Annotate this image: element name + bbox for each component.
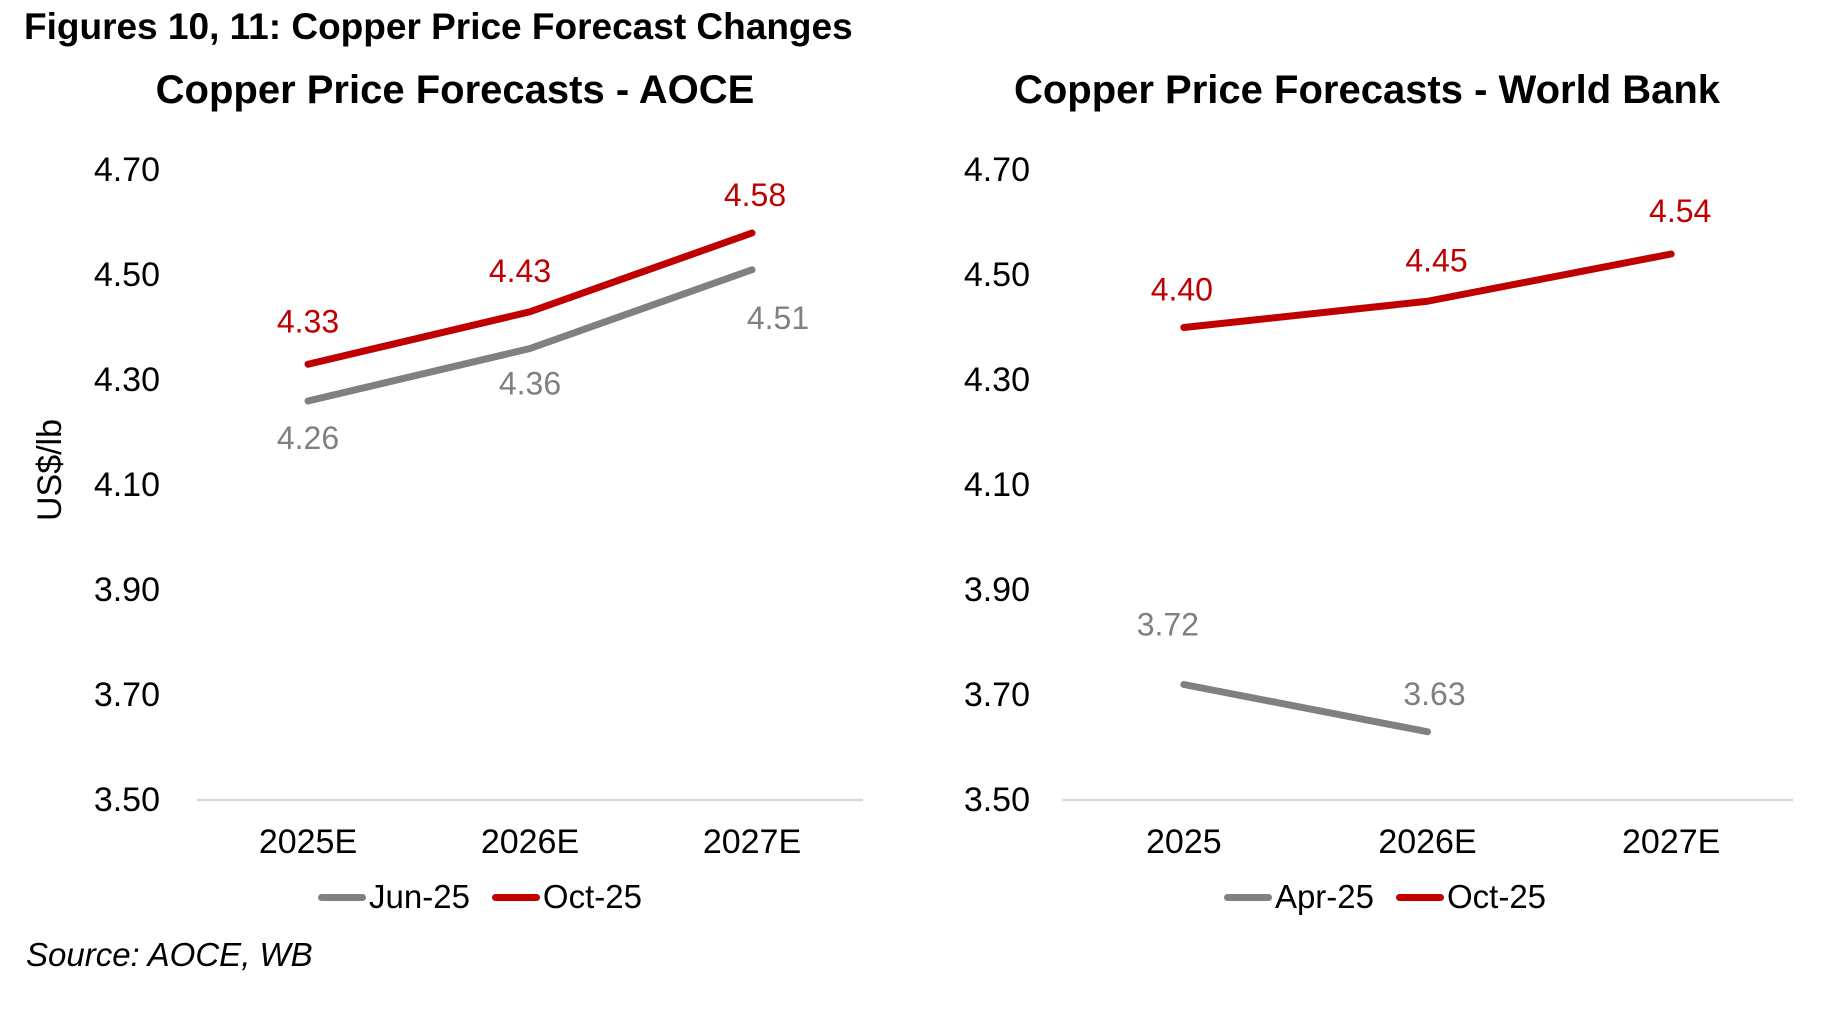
y-tick-label: 3.50 — [964, 781, 1030, 819]
legend-item-oct25: Oct-25 — [491, 878, 642, 916]
y-tick-label: 4.50 — [964, 256, 1030, 294]
figure-title: Figures 10, 11: Copper Price Forecast Ch… — [24, 6, 853, 47]
x-category-label: 2027E — [703, 823, 801, 861]
data-label: 4.58 — [724, 177, 786, 213]
y-tick-label: 4.10 — [94, 466, 160, 504]
x-category-label: 2026E — [1378, 823, 1476, 861]
legend-line-swatch-red — [491, 893, 540, 901]
data-label: 4.26 — [277, 420, 339, 456]
x-category-label: 2025 — [1146, 823, 1222, 861]
x-category-label: 2026E — [481, 823, 579, 861]
data-label: 4.54 — [1649, 193, 1711, 229]
legend-line-swatch-red — [1396, 893, 1444, 901]
legend-aoce: Jun-25 Oct-25 — [0, 877, 960, 917]
series-line-oct-25 — [1180, 250, 1675, 331]
legend-line-swatch-gray — [318, 893, 367, 901]
legend-label: Apr-25 — [1274, 878, 1374, 915]
legend-label: Oct-25 — [542, 878, 642, 915]
y-tick-label: 4.30 — [964, 361, 1030, 399]
data-label: 4.45 — [1405, 242, 1467, 278]
x-category-label: 2025E — [259, 823, 357, 861]
data-label: 3.72 — [1137, 607, 1199, 643]
y-axis-title: US$/lb — [31, 419, 69, 521]
y-tick-label: 3.50 — [94, 781, 160, 819]
x-category-label: 2027E — [1622, 823, 1720, 861]
y-tick-label: 4.10 — [964, 466, 1030, 504]
y-tick-label: 4.70 — [94, 151, 160, 189]
y-tick-label: 3.90 — [964, 571, 1030, 609]
y-tick-label: 4.50 — [94, 256, 160, 294]
data-label: 3.63 — [1403, 676, 1465, 712]
data-label: 4.51 — [747, 300, 809, 336]
legend-item-apr25: Apr-25 — [1223, 878, 1374, 916]
y-tick-label: 3.70 — [94, 676, 160, 714]
y-tick-label: 3.90 — [94, 571, 160, 609]
chart-title-aoce: Copper Price Forecasts - AOCE — [155, 68, 755, 112]
legend-label: Oct-25 — [1447, 878, 1547, 915]
legend-line-swatch-gray — [1223, 893, 1272, 901]
y-tick-label: 4.70 — [964, 151, 1030, 189]
series-line-oct-25 — [304, 229, 756, 368]
source-note: Source: AOCE, WB — [26, 936, 313, 973]
legend-label: Jun-25 — [369, 878, 470, 915]
y-tick-label: 3.70 — [964, 676, 1030, 714]
data-label: 4.43 — [489, 253, 551, 289]
legend-item-jun25: Jun-25 — [318, 878, 470, 916]
series-line-apr-25 — [1180, 681, 1431, 736]
data-label: 4.36 — [499, 366, 561, 402]
y-tick-label: 4.30 — [94, 361, 160, 399]
chart-title-worldbank: Copper Price Forecasts - World Bank — [1013, 68, 1721, 112]
legend-item-oct25: Oct-25 — [1396, 878, 1546, 916]
series-line-jun-25 — [304, 266, 756, 405]
data-label: 4.40 — [1151, 272, 1213, 308]
data-label: 4.33 — [277, 303, 339, 339]
legend-worldbank: Apr-25 Oct-25 — [905, 877, 1822, 917]
